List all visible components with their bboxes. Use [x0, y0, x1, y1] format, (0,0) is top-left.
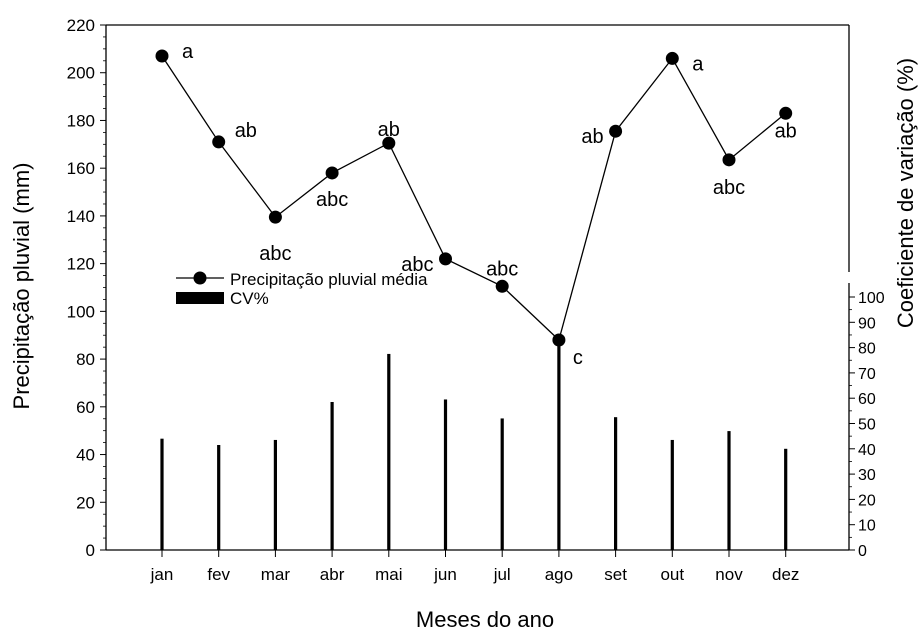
- y2-tick-label: 20: [858, 492, 876, 509]
- significance-labels: a ab abc abc ab abc abc c ab a abc ab: [182, 41, 797, 369]
- significance-label: abc: [259, 243, 291, 265]
- significance-label: ab: [581, 126, 603, 148]
- y-tick-label: 200: [67, 64, 95, 83]
- x-tick-label: mai: [375, 565, 402, 584]
- significance-label: ab: [775, 120, 797, 142]
- x-tick-label: dez: [772, 565, 799, 584]
- y-tick-label: 0: [86, 541, 95, 560]
- precipitation-point: [722, 153, 736, 167]
- x-tick-label: fev: [207, 565, 230, 584]
- y2-tick-label: 90: [858, 315, 876, 332]
- precipitation-point: [609, 124, 623, 138]
- significance-label: ab: [235, 120, 257, 142]
- significance-label: c: [573, 347, 583, 369]
- significance-label: a: [182, 41, 194, 63]
- axes: 0 20 40 60 80 100 120 140 160 180 200 220 0 10 20 30 40 5…: [67, 16, 885, 584]
- y-axis-title: Precipitação pluvial (mm): [9, 163, 34, 410]
- y2-axis-title: Coeficiente de variação (%): [893, 58, 918, 328]
- legend-bar-swatch: [176, 292, 224, 304]
- x-tick-label: abr: [320, 565, 345, 584]
- precipitation-point: [665, 51, 679, 65]
- y2-tick-label: 60: [858, 391, 876, 408]
- cv-bar: [557, 337, 561, 550]
- x-tick-label: jan: [150, 565, 174, 584]
- precipitation-point: [155, 49, 169, 63]
- y-tick-label: 220: [67, 16, 95, 35]
- significance-label: abc: [401, 254, 433, 276]
- cv-bar: [727, 431, 731, 550]
- legend-label-cv: CV%: [230, 289, 269, 308]
- y2-tick-label: 80: [858, 341, 876, 358]
- x-tick-label: set: [604, 565, 627, 584]
- legend-marker-swatch: [193, 271, 207, 285]
- y-tick-label: 140: [67, 207, 95, 226]
- precipitation-point: [268, 210, 282, 224]
- y-tick-label: 20: [76, 493, 95, 512]
- significance-label: abc: [316, 189, 348, 211]
- precipitation-point: [552, 333, 566, 347]
- significance-label: abc: [486, 258, 518, 280]
- cv-bar: [670, 439, 674, 550]
- cv-bars: [160, 337, 788, 550]
- cv-bar: [784, 448, 788, 550]
- y-tick-label: 120: [67, 255, 95, 274]
- y2-tick-label: 100: [858, 290, 885, 307]
- y-tick-label: 60: [76, 398, 95, 417]
- significance-label: a: [692, 53, 704, 75]
- precipitation-line: [155, 49, 793, 347]
- y-tick-label: 40: [76, 446, 95, 465]
- precipitation-point: [212, 135, 226, 149]
- y-tick-label: 180: [67, 111, 95, 130]
- x-tick-label: ago: [545, 565, 573, 584]
- y2-tick-label: 10: [858, 518, 876, 535]
- x-tick-label: nov: [715, 565, 743, 584]
- cv-bar: [614, 417, 618, 550]
- precipitation-point: [495, 279, 509, 293]
- x-tick-label: jul: [493, 565, 511, 584]
- cv-bar: [500, 418, 504, 550]
- cv-bar: [387, 353, 391, 550]
- precipitation-point: [325, 166, 339, 180]
- significance-label: abc: [713, 177, 745, 199]
- cv-bar: [160, 438, 164, 550]
- y-tick-label: 80: [76, 350, 95, 369]
- y2-tick-label: 70: [858, 366, 876, 383]
- x-axis-title: Meses do ano: [416, 607, 554, 632]
- precipitation-polyline: [161, 55, 787, 342]
- y2-tick-label: 30: [858, 467, 876, 484]
- x-tick-label: jun: [433, 565, 457, 584]
- cv-bar: [217, 445, 221, 550]
- significance-label: ab: [378, 119, 400, 141]
- cv-bar: [273, 439, 277, 550]
- y2-tick-label: 40: [858, 442, 876, 459]
- precipitation-point: [382, 136, 396, 150]
- precipitation-point: [439, 252, 452, 266]
- cv-bar: [443, 399, 448, 550]
- x-tick-label: mar: [261, 565, 291, 584]
- x-tick-label: out: [660, 565, 684, 584]
- y2-tick-label: 0: [858, 543, 867, 560]
- y2-tick-label: 50: [858, 417, 876, 434]
- cv-bar: [330, 401, 334, 550]
- precipitation-point: [779, 106, 793, 120]
- legend-label-precipitation: Precipitação pluvial média: [230, 270, 428, 289]
- y-tick-label: 160: [67, 159, 95, 178]
- y-tick-label: 100: [67, 302, 95, 321]
